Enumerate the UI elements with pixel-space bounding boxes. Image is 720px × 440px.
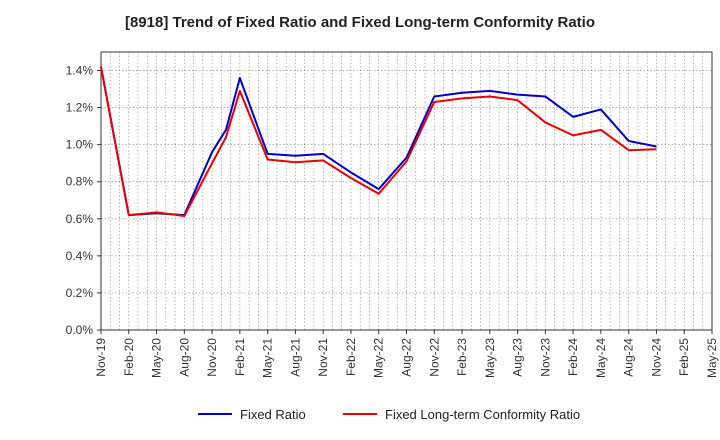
x-tick-label: Nov-21 <box>316 338 330 377</box>
plot-frame <box>100 51 713 331</box>
x-tick-label: Feb-20 <box>122 338 136 376</box>
x-tick-label: May-25 <box>705 338 719 378</box>
y-tick-label: 1.4% <box>66 64 94 78</box>
x-tick-label: May-20 <box>150 338 164 378</box>
y-tick-label: 1.0% <box>66 138 94 152</box>
x-tick-label: Nov-22 <box>427 338 441 377</box>
x-tick-label: Aug-21 <box>288 338 302 377</box>
x-tick-label: Feb-21 <box>233 338 247 376</box>
x-tick-label: Aug-22 <box>400 338 414 377</box>
grid <box>101 52 712 330</box>
x-tick-label: Nov-20 <box>205 338 219 377</box>
legend: Fixed Ratio Fixed Long-term Conformity Ra… <box>198 407 580 422</box>
x-tick-label: Feb-24 <box>566 338 580 376</box>
y-tick-label: 0.0% <box>66 323 94 337</box>
x-tick-label: Feb-23 <box>455 338 469 376</box>
y-tick-label: 1.2% <box>66 101 94 115</box>
x-tick-label: Nov-19 <box>94 338 108 377</box>
y-tick-label: 0.8% <box>66 175 94 189</box>
chart-title: [8918] Trend of Fixed Ratio and Fixed Lo… <box>124 14 596 31</box>
x-tick-label: Aug-20 <box>177 338 191 377</box>
legend-label-0: Fixed Ratio <box>240 407 306 422</box>
plot-border <box>100 51 713 331</box>
x-tick-label: May-22 <box>372 338 386 378</box>
legend-label-1: Fixed Long-term Conformity Ratio <box>385 407 580 422</box>
x-tick-label: Nov-23 <box>538 338 552 377</box>
x-tick-label: Feb-22 <box>344 338 358 376</box>
y-tick-label: 0.2% <box>66 286 94 300</box>
x-tick-label: May-21 <box>261 338 275 378</box>
x-tick-label: Aug-24 <box>622 338 636 377</box>
y-tick-label: 0.6% <box>66 212 94 226</box>
y-tick-label: 0.4% <box>66 249 94 263</box>
y-axis: 0.0% 0.2% 0.4% 0.6% 0.8% 1.0% 1.2% 1.4% <box>66 64 101 337</box>
series-lines <box>100 66 657 218</box>
series-line-0 <box>100 66 657 217</box>
x-tick-label: Nov-24 <box>649 338 663 377</box>
series-line-1 <box>100 66 657 218</box>
x-tick-label: May-24 <box>594 338 608 378</box>
x-axis: Nov-19 Feb-20 May-20 Aug-20 Nov-20 Feb-21 May-… <box>94 330 719 378</box>
x-tick-label: Feb-25 <box>677 338 691 376</box>
x-tick-label: May-23 <box>483 338 497 378</box>
x-tick-label: Aug-23 <box>511 338 525 377</box>
